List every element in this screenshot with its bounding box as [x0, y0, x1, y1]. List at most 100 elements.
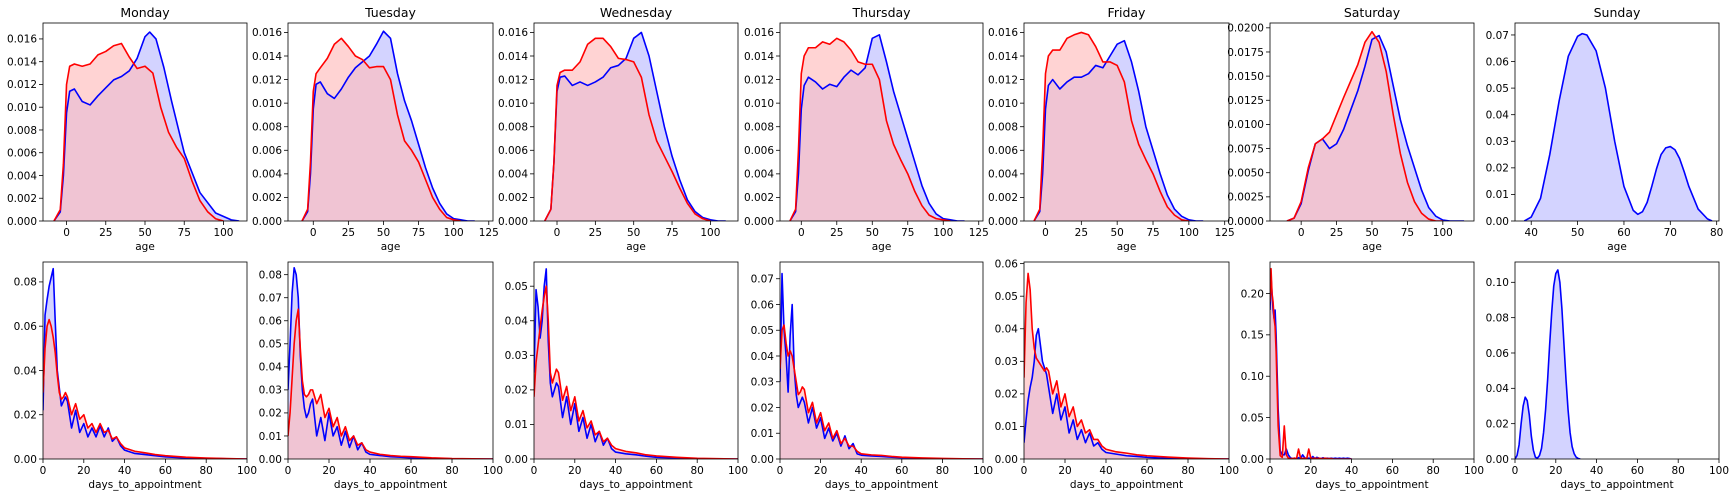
x-tick-label: 0 — [1021, 465, 1028, 477]
series-area — [1024, 273, 1229, 459]
x-tick-label: 0 — [285, 465, 292, 477]
series-line — [288, 308, 493, 459]
y-tick-label: 0.0075 — [1227, 143, 1264, 155]
y-tick-label: 0.05 — [259, 339, 282, 351]
subplot: 0 25 50 75 100 0.0000 0.0025 0.0050 0.0075 0.0100… — [1227, 5, 1475, 253]
series-line — [301, 30, 475, 221]
series-area — [43, 319, 247, 459]
y-tick-label: 0.004 — [498, 169, 528, 181]
x-tick-label: 50 — [1365, 227, 1378, 239]
series-line — [789, 37, 951, 221]
x-tick-label: 50 — [627, 227, 640, 239]
series-line — [301, 37, 461, 221]
series-area — [789, 38, 951, 221]
x-tick-label: 40 — [1099, 465, 1112, 477]
axes-frame — [42, 261, 248, 460]
subplot: 0 25 50 75 100 0.000 0.002 0.004 0.006 0.008 0.010… — [7, 5, 248, 253]
x-tick-label: 75 — [1401, 227, 1414, 239]
y-tick-label: 0.05 — [995, 291, 1018, 303]
y-tick-label: 0.07 — [751, 274, 774, 286]
x-tick-label: 60 — [159, 465, 172, 477]
x-tick-label: 40 — [1525, 227, 1538, 239]
y-tick-label: 0.002 — [7, 193, 37, 205]
x-tick-label: 0 — [1267, 465, 1274, 477]
x-tick-label: 125 — [1215, 227, 1235, 239]
x-tick-label: 80 — [1427, 465, 1440, 477]
x-axis-label: days_to_appointment — [825, 479, 938, 491]
subplot: 0 20 40 60 80 100 0.00 0.01 0.02 0.03 0.04 0.05 days… — [505, 261, 748, 491]
plot-area — [1270, 267, 1352, 459]
plot-area — [1515, 269, 1581, 459]
series-line — [1286, 30, 1443, 221]
subplot-title: Thursday — [851, 5, 911, 20]
series-line — [534, 268, 738, 459]
x-tick-label: 20 — [814, 465, 827, 477]
y-tick-label: 0.05 — [1241, 412, 1264, 424]
x-axis-label: days_to_appointment — [334, 479, 447, 491]
y-tick-label: 0.20 — [1241, 288, 1264, 300]
y-tick-label: 0.010 — [252, 98, 282, 110]
x-axis-label: age — [1607, 241, 1627, 253]
x-tick-label: 100 — [444, 227, 464, 239]
y-tick-label: 0.00 — [1486, 216, 1509, 228]
axes-frame — [1023, 261, 1230, 460]
y-tick-label: 0.00 — [751, 454, 774, 466]
x-tick-label: 20 — [1058, 465, 1071, 477]
x-tick-label: 100 — [1464, 465, 1484, 477]
series-area — [288, 309, 493, 459]
x-tick-label: 20 — [1304, 465, 1317, 477]
y-tick-label: 0.0000 — [1227, 216, 1264, 228]
series-area — [780, 325, 983, 459]
x-tick-label: 40 — [1345, 465, 1358, 477]
y-tick-label: 0.04 — [14, 365, 38, 377]
subplot: 0 20 40 60 80 100 0.00 0.01 0.02 0.03 0.04 0.05 0.06… — [259, 261, 503, 491]
y-tick-label: 0.014 — [252, 51, 282, 63]
x-tick-label: 25 — [99, 227, 112, 239]
y-tick-label: 0.06 — [751, 299, 775, 311]
x-tick-label: 80 — [445, 465, 458, 477]
x-tick-label: 0 — [40, 465, 47, 477]
y-tick-label: 0.0025 — [1227, 192, 1264, 204]
x-tick-label: 80 — [1672, 465, 1685, 477]
plot-area — [780, 272, 983, 459]
x-tick-label: 0 — [798, 227, 805, 239]
series-area — [534, 286, 738, 459]
y-tick-label: 0.010 — [988, 98, 1018, 110]
plot-area — [534, 268, 738, 459]
axes-frame — [779, 22, 984, 222]
y-tick-label: 0.00 — [995, 454, 1018, 466]
x-axis-label: days_to_appointment — [88, 479, 201, 491]
y-tick-label: 0.012 — [7, 79, 37, 91]
x-tick-label: 20 — [322, 465, 335, 477]
y-tick-label: 0.016 — [252, 27, 282, 39]
y-tick-label: 0.016 — [988, 27, 1018, 39]
y-tick-label: 0.03 — [995, 356, 1018, 368]
series-area — [1524, 33, 1713, 221]
y-tick-label: 0.02 — [1486, 418, 1509, 430]
subplot-title: Sunday — [1594, 5, 1641, 20]
x-tick-label: 50 — [1571, 227, 1584, 239]
y-tick-label: 0.010 — [744, 98, 774, 110]
x-axis-label: age — [626, 241, 646, 253]
y-tick-label: 0.0175 — [1227, 47, 1264, 59]
x-tick-label: 0 — [1042, 227, 1049, 239]
subplot: 0 20 40 60 80 100 0.00 0.01 0.02 0.03 0.04 0.05 0.06… — [995, 258, 1239, 491]
axes-frame — [287, 22, 494, 222]
y-tick-label: 0.014 — [498, 51, 528, 63]
series-line — [53, 31, 240, 221]
series-area — [1034, 32, 1189, 221]
y-tick-label: 0.006 — [7, 148, 37, 160]
axes-frame — [287, 261, 494, 460]
subplot: 40 50 60 70 80 0.00 0.01 0.02 0.03 0.04 0.05 0.06 0.… — [1486, 5, 1724, 253]
y-tick-label: 0.004 — [7, 170, 37, 182]
subplot-title: Tuesday — [364, 5, 416, 20]
series-line — [780, 272, 983, 459]
y-tick-label: 0.02 — [751, 402, 774, 414]
y-tick-label: 0.008 — [252, 122, 282, 134]
y-tick-label: 0.04 — [1486, 109, 1510, 121]
y-tick-label: 0.012 — [252, 74, 282, 86]
y-tick-label: 0.006 — [498, 145, 528, 157]
y-tick-label: 0.004 — [988, 169, 1018, 181]
x-tick-label: 60 — [1631, 465, 1644, 477]
